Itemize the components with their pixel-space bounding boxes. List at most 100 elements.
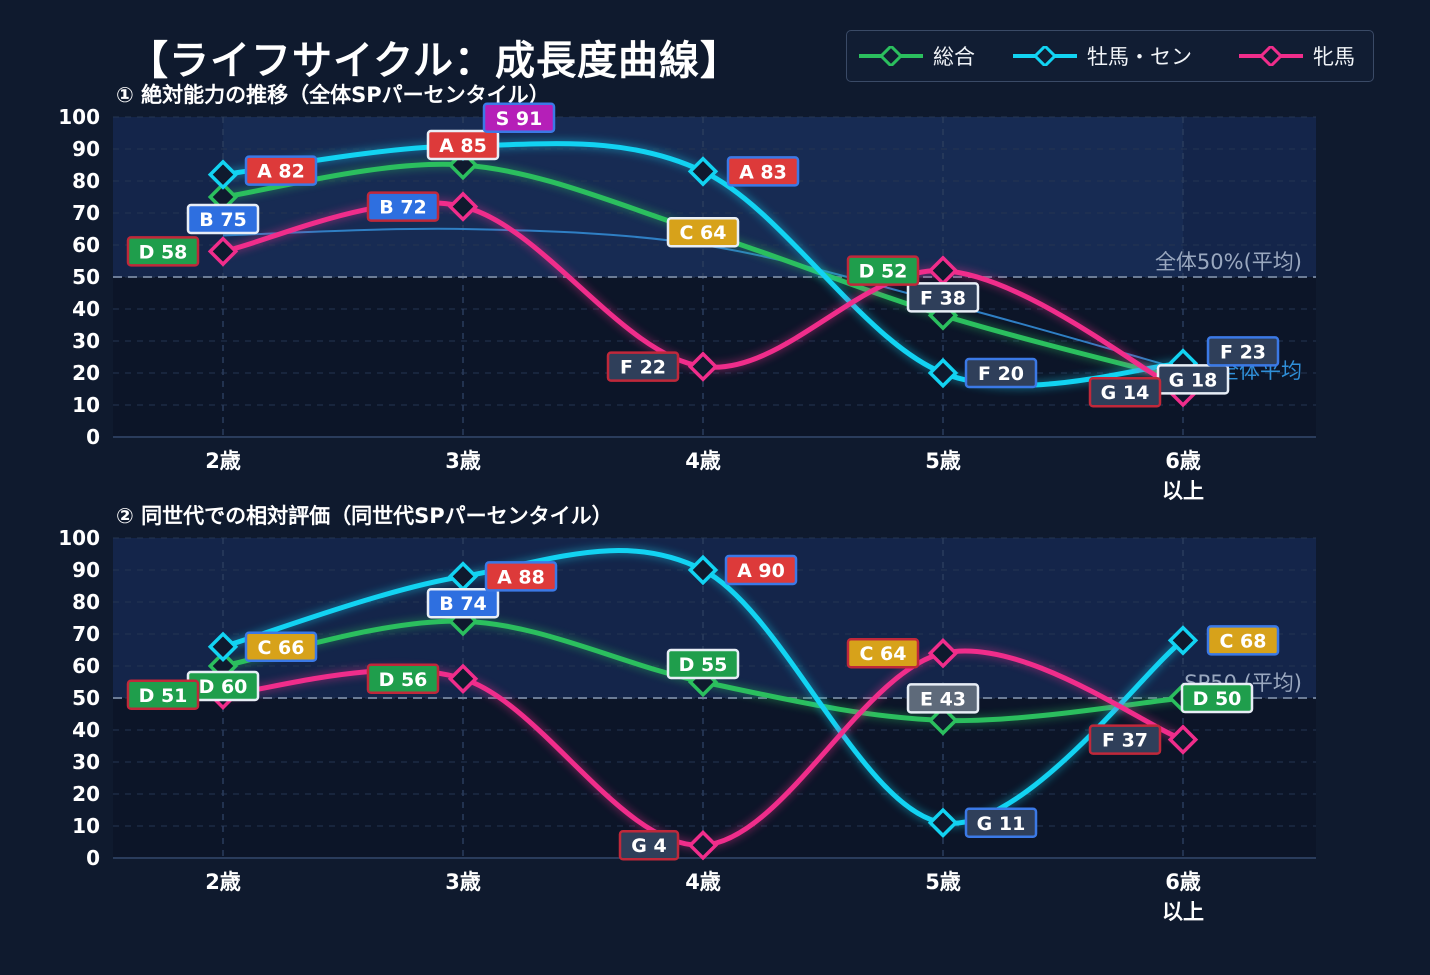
data-label-box (848, 256, 918, 285)
data-label-border (426, 587, 500, 619)
data-label-text: F 20 (978, 363, 1024, 385)
data-label-box (966, 359, 1036, 387)
data-label-box (368, 664, 438, 693)
data-label-border (1088, 376, 1162, 408)
data-point-marker (927, 807, 959, 839)
data-label-box (428, 131, 498, 159)
data-label: E 43 (906, 683, 980, 714)
data-label-box (1208, 337, 1278, 366)
data-label-border (964, 357, 1038, 389)
data-label-text: G 18 (1169, 369, 1218, 391)
data-label-text: A 85 (439, 135, 487, 157)
data-label-text: G 14 (1101, 382, 1150, 404)
data-label: A 82 (244, 155, 318, 186)
data-label: C 64 (846, 637, 920, 669)
data-label: D 60 (186, 670, 260, 702)
data-label-box (484, 103, 554, 132)
data-label: C 68 (1206, 625, 1280, 656)
x-tick-label: 以上 (1162, 479, 1204, 503)
data-label-text: F 22 (620, 357, 666, 379)
y-tick-label: 70 (72, 201, 100, 225)
y-tick-label: 100 (58, 526, 100, 550)
data-label: C 64 (666, 216, 740, 248)
data-point-marker (447, 663, 479, 695)
y-tick-label: 0 (86, 425, 100, 449)
y-tick-label: 20 (72, 782, 100, 806)
data-label: A 85 (426, 129, 500, 161)
y-tick-label: 30 (72, 329, 100, 353)
data-point-marker (207, 631, 239, 663)
data-label-text: C 68 (1220, 630, 1267, 652)
x-tick-label: 以上 (1162, 900, 1204, 924)
data-label-text: D 55 (679, 654, 728, 676)
data-label-box (608, 352, 678, 381)
data-point-marker (927, 705, 959, 736)
legend-label-total: 総合 (933, 45, 975, 69)
data-point-marker (447, 561, 479, 592)
data-label-text: B 75 (199, 209, 247, 231)
plot-bg-lower (113, 277, 1316, 437)
data-label-text: F 37 (1102, 730, 1148, 752)
data-label-border (724, 554, 798, 586)
legend: 総合 牡馬・セン 牝馬 (846, 30, 1374, 82)
y-tick-label: 10 (72, 393, 100, 417)
data-label-border (244, 155, 318, 186)
data-label: D 51 (126, 679, 200, 711)
data-label-text: G 11 (977, 813, 1026, 835)
data-label-text: D 56 (379, 669, 428, 691)
x-tick-label: 3歳 (445, 449, 481, 473)
data-label: A 88 (484, 561, 558, 592)
data-point-marker (207, 159, 239, 190)
data-label-text: A 88 (497, 566, 545, 588)
legend-item-male: 牡馬・セン (1013, 31, 1192, 81)
legend-item-total: 総合 (859, 31, 975, 81)
data-label: D 56 (366, 663, 440, 695)
data-label-text: C 66 (258, 637, 305, 659)
data-point-marker (447, 191, 479, 222)
data-label-box (368, 192, 438, 221)
data-label: D 52 (846, 255, 920, 286)
data-label-text: B 74 (439, 593, 487, 615)
data-label-box (188, 205, 258, 233)
legend-swatch-total (859, 46, 923, 66)
series-line (220, 548, 1186, 826)
data-label: D 55 (666, 648, 740, 680)
data-label-border (906, 683, 980, 714)
data-label: F 37 (1088, 724, 1162, 755)
data-label-text: S 91 (496, 108, 543, 130)
legend-diamond-female (1258, 46, 1284, 66)
data-point-marker (1167, 625, 1199, 656)
chart-panel-2: ② 同世代での相対評価（同世代SPパーセンタイル） 0 10 20 30 40 50 60 70… (58, 504, 1316, 924)
y-tick-label: 0 (86, 846, 100, 870)
data-label-border (1088, 724, 1162, 755)
data-label-box (1090, 725, 1160, 754)
chart-subtitle: ② 同世代での相対評価（同世代SPパーセンタイル） (116, 504, 613, 528)
x-tick-label: 2歳 (205, 870, 241, 894)
data-label-border (666, 648, 740, 680)
data-label-border (482, 102, 556, 134)
y-tick-label: 20 (72, 361, 100, 385)
x-tick-label: 4歳 (685, 870, 721, 894)
y-tick-label: 80 (72, 590, 100, 614)
data-label-box (620, 831, 678, 860)
y-tick-label: 100 (58, 105, 100, 129)
data-label-text: F 38 (920, 287, 966, 309)
x-tick-label: 5歳 (925, 449, 961, 473)
data-label-box (428, 589, 498, 618)
data-label: F 38 (906, 282, 980, 313)
data-label-box (246, 632, 316, 661)
y-tick-label: 50 (72, 265, 100, 289)
data-label-box (1090, 378, 1160, 407)
y-tick-label: 10 (72, 814, 100, 838)
data-point-marker (687, 829, 719, 861)
data-point-marker (687, 351, 719, 382)
legend-diamond-male (1032, 46, 1058, 66)
data-label-box (908, 283, 978, 312)
legend-swatch-male (1013, 46, 1077, 66)
data-point-marker (927, 637, 959, 669)
data-label-border (606, 351, 680, 382)
x-tick-label: 5歳 (925, 870, 961, 894)
data-label-border (1206, 625, 1280, 656)
data-label: F 20 (964, 357, 1038, 389)
